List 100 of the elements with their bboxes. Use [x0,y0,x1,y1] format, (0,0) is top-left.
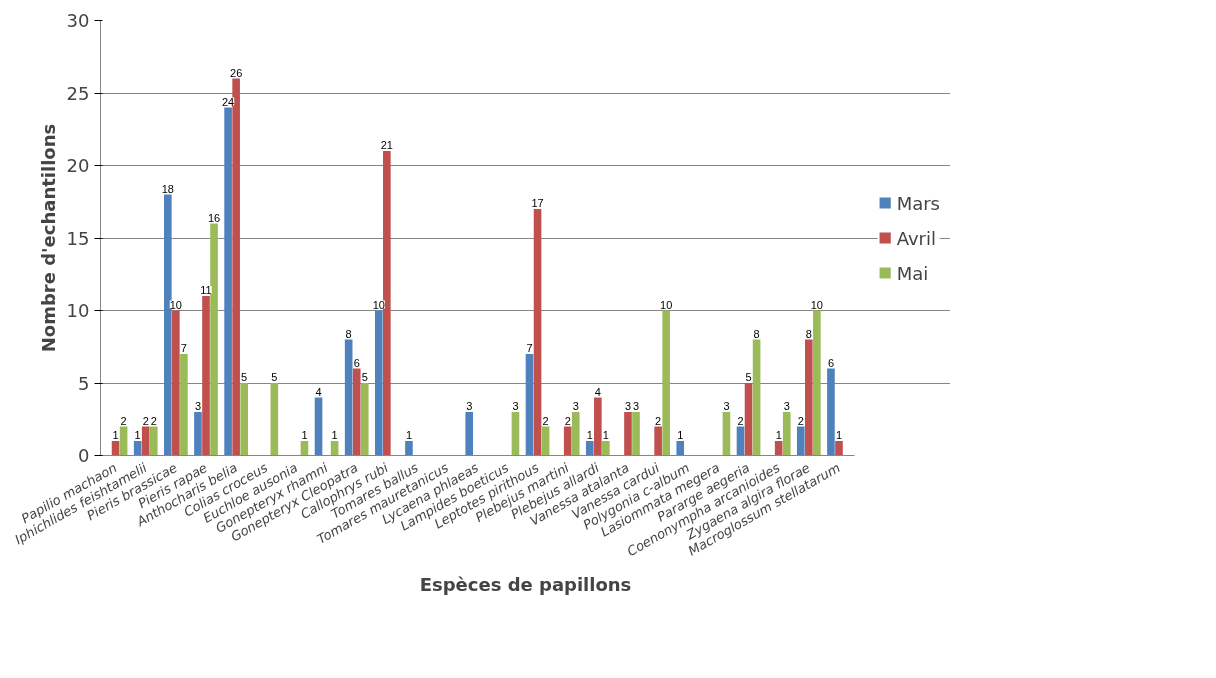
bar [164,194,172,456]
data-label: 1 [586,429,593,441]
bar [533,209,542,456]
data-label: 10 [660,298,673,311]
bar [805,339,813,456]
bar [224,107,232,456]
legend-label: Avril [896,227,936,248]
bar [662,310,670,456]
bar [654,426,662,456]
y-tick-label: 25 [66,82,90,104]
data-label: 3 [783,400,790,412]
bar [602,441,610,456]
data-label: 4 [594,385,601,398]
bar [374,310,383,456]
data-label: 8 [805,327,812,340]
bar [172,310,180,456]
bar [180,354,188,456]
bar [525,354,534,456]
bar [141,426,150,456]
bar [676,441,685,456]
data-label: 26 [230,66,243,79]
data-label: 1 [301,429,308,441]
data-label: 10 [372,298,385,311]
bar [360,383,369,456]
bar [624,412,632,456]
data-label: 1 [112,429,119,441]
bar [202,296,210,456]
data-label: 1 [775,429,782,441]
bar [149,426,158,456]
bar [571,412,580,456]
bar [835,441,843,456]
data-label: 4 [315,385,322,398]
data-label: 7 [180,342,187,354]
data-label: 21 [380,139,393,151]
data-label: 1 [331,429,338,441]
legend-label: Mars [896,192,940,213]
data-label: 2 [142,414,149,427]
data-label: 17 [531,197,544,209]
data-label: 2 [150,414,157,427]
data-label: 1 [835,429,843,441]
data-label: 3 [723,400,730,412]
y-tick-label: 20 [66,155,90,176]
bar [752,339,761,456]
bar [383,151,391,456]
bar [563,426,572,456]
bar [240,383,248,456]
bar [314,397,323,456]
data-label: 1 [134,429,141,441]
data-label: 2 [564,414,571,427]
y-tick-label: 30 [66,10,90,31]
bar [774,441,783,456]
bar [232,78,240,456]
data-label: 3 [572,400,579,412]
bar [194,412,202,456]
bar [632,412,640,456]
data-label: 3 [194,400,202,412]
data-label: 3 [632,400,640,412]
data-label: 24 [221,95,235,108]
bar [270,383,279,456]
data-label: 1 [602,429,609,441]
data-label: 6 [353,356,360,369]
data-label: 1 [677,429,684,441]
bar [722,412,731,456]
bar [796,426,805,456]
bar [465,412,474,456]
data-label: 5 [271,371,278,383]
data-label: 2 [120,414,127,427]
data-label: 2 [737,414,744,427]
data-label: 11 [200,284,212,296]
bar [813,310,821,456]
bar [585,441,594,456]
bar [782,412,791,456]
data-label: 18 [161,182,174,195]
bar [352,368,361,456]
data-label: 7 [526,342,533,354]
data-label: 2 [542,414,549,427]
data-label: 2 [797,414,804,427]
data-label: 3 [512,400,519,412]
y-tick-label: 10 [66,300,90,321]
y-axis-title: Nombre d'echantillons [37,123,59,353]
bar [744,383,753,456]
data-label: 3 [624,400,632,412]
bar [827,368,835,456]
legend-label: Mai [896,262,929,283]
bar [210,223,218,456]
data-label: 8 [345,327,352,340]
bar [344,339,353,456]
y-tick-label: 5 [78,372,90,394]
data-label: 6 [827,356,834,369]
data-label: 5 [361,371,368,383]
data-label: 10 [810,298,823,311]
data-label: 16 [207,211,221,224]
y-tick-label: 15 [66,227,90,249]
y-tick-label: 0 [78,445,90,466]
data-label: 8 [753,327,760,340]
data-label: 10 [169,298,182,311]
data-label: 5 [745,371,752,383]
x-axis-title: Espèces de papillons [419,573,632,595]
data-label: 5 [241,371,248,383]
bar [511,412,520,456]
